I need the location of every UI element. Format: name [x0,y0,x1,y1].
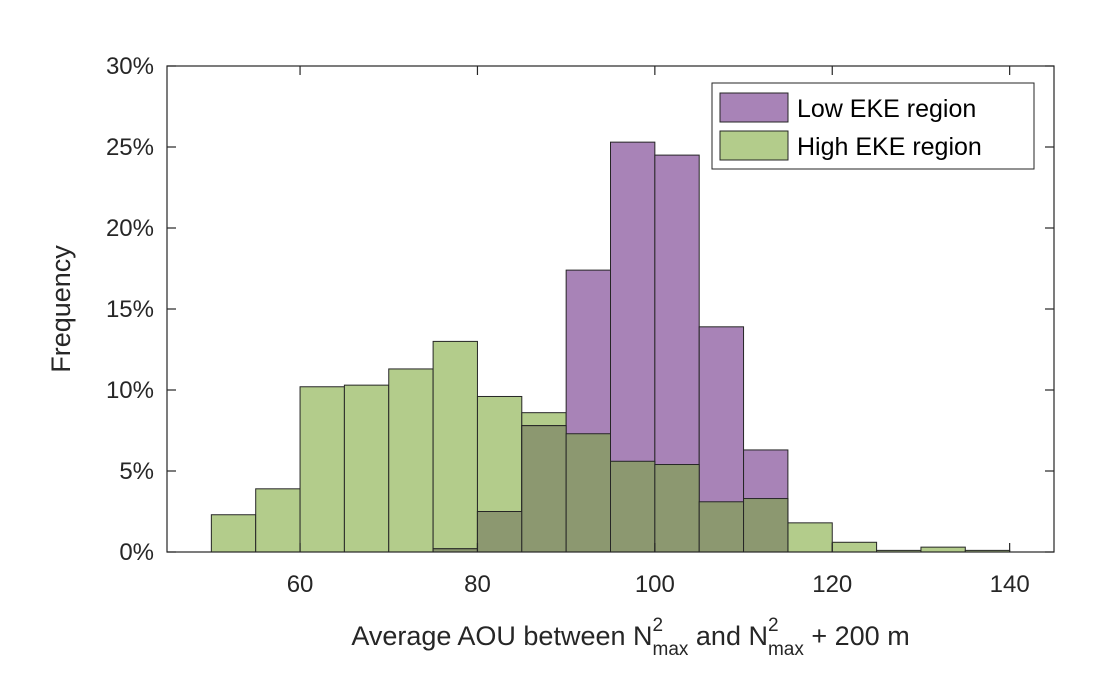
x-axis-label-suffix: + 200 m [804,621,910,651]
y-tick-label: 25% [106,134,154,161]
y-tick-label: 10% [106,377,154,404]
bar-high-eke [299,386,345,553]
axis-ticks: 0% 5% 10% 15% 20% 25% 30% 60 80 100 120 140 [106,53,1054,598]
bar-overlap [476,511,523,553]
bar-high-eke [787,522,833,553]
x-axis-label-prefix: Average AOU between N [351,621,652,651]
x-axis-label-middle: and N [688,621,768,651]
bar-high-eke [920,546,966,553]
bar-overlap [743,498,789,553]
y-tick-label: 0% [119,539,154,566]
y-axis-label: Frequency [46,245,76,373]
bar-high-eke [343,384,390,553]
legend: Low EKE region High EKE region [711,82,1035,170]
x-tick-label: 100 [635,571,675,598]
x-axis-label: Average AOU between N2 max and N2 max + 20… [351,615,909,660]
bar-overlap [565,433,612,553]
x-axis-label-sup2: 2 [768,615,779,636]
bar-high-eke [210,514,257,553]
x-axis-label-sup1: 2 [653,615,664,636]
x-axis-label-sub1: max [653,639,689,660]
x-tick-label: 80 [464,571,491,598]
legend-label-low-eke: Low EKE region [797,95,976,123]
legend-swatch-low-eke [719,92,789,123]
bar-overlap [654,464,700,553]
bar-high-eke [388,368,434,553]
bar-overlap [610,460,656,553]
bar-high-eke [255,488,301,553]
x-axis-label-sub2: max [768,639,804,660]
overlap-bars [432,425,789,553]
y-tick-label: 5% [119,458,154,485]
x-tick-label: 140 [990,571,1030,598]
x-tick-label: 120 [812,571,852,598]
bar-overlap [521,425,567,553]
y-tick-label: 20% [106,215,154,242]
legend-swatch-high-eke [719,130,789,161]
bar-overlap [698,501,745,553]
y-tick-label: 30% [106,53,154,80]
y-tick-label: 15% [106,296,154,323]
bar-high-eke [831,541,878,553]
bar-high-eke [432,340,478,553]
x-tick-label: 60 [287,571,314,598]
legend-label-high-eke: High EKE region [797,133,982,161]
